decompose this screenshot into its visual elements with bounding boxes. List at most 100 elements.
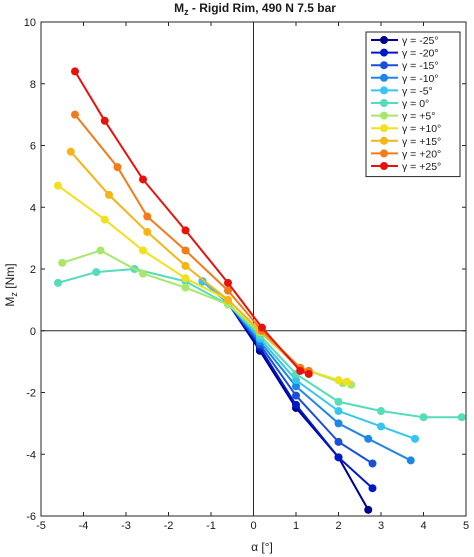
data-point <box>224 286 232 295</box>
data-point <box>181 283 190 292</box>
legend-marker <box>380 36 388 44</box>
y-tick-label: 8 <box>30 79 36 91</box>
series-line <box>74 70 310 375</box>
x-tick-label: -3 <box>121 520 131 532</box>
data-point <box>292 391 300 400</box>
data-point <box>334 407 343 416</box>
legend-marker <box>380 73 388 82</box>
data-point <box>143 212 152 221</box>
y-tick-label: 0 <box>30 326 36 338</box>
data-point <box>224 295 232 304</box>
series-line <box>74 113 310 372</box>
y-axis-label: Mz [Nm] <box>3 263 19 306</box>
x-tick-label: 5 <box>463 520 469 532</box>
data-point <box>368 484 377 493</box>
data-point <box>92 268 101 277</box>
data-point <box>457 413 466 422</box>
chart-title-subscript: z <box>184 7 189 17</box>
x-tick-label: 1 <box>293 520 299 532</box>
data-point <box>139 246 147 255</box>
data-point <box>292 400 300 409</box>
data-point <box>139 269 147 278</box>
legend-marker <box>380 48 388 57</box>
legend-marker <box>380 162 388 170</box>
y-tick-label: -6 <box>26 511 36 523</box>
data-point <box>292 382 300 391</box>
x-tick-label: 3 <box>378 520 384 532</box>
legend-label: γ = 0° <box>402 98 429 110</box>
legend-marker <box>380 86 388 95</box>
legend-label: γ = +15° <box>402 136 441 148</box>
data-point <box>334 437 343 446</box>
data-point <box>181 246 190 255</box>
legend-marker <box>380 124 388 133</box>
x-tick-label: 0 <box>250 520 256 532</box>
series <box>71 67 313 378</box>
data-point <box>296 366 305 375</box>
data-point <box>334 376 343 385</box>
data-point <box>54 278 62 287</box>
data-point <box>198 277 207 286</box>
legend-label: γ = -15° <box>402 60 439 72</box>
legend-marker <box>380 136 388 145</box>
x-tick-label: -1 <box>206 520 216 532</box>
data-point <box>377 407 385 416</box>
legend-label: γ = +5° <box>402 111 435 123</box>
chart-title-rest: - Rigid Rim, 490 N 7.5 bar <box>189 1 337 15</box>
data-point <box>334 453 343 462</box>
data-point <box>181 274 190 283</box>
data-point <box>343 377 351 386</box>
data-point <box>304 369 313 378</box>
legend-label: γ = -10° <box>402 73 439 85</box>
legend-label: γ = -5° <box>402 85 433 97</box>
data-point <box>139 175 147 184</box>
series-group <box>54 67 466 514</box>
data-point <box>143 227 152 236</box>
data-point <box>113 163 122 172</box>
data-point <box>334 397 343 406</box>
data-point <box>105 190 113 199</box>
y-tick-label: 10 <box>24 17 36 29</box>
x-tick-label: 4 <box>420 520 426 532</box>
data-point <box>181 226 190 235</box>
legend-label: γ = -20° <box>402 48 439 60</box>
y-tick-label: -4 <box>26 449 36 461</box>
x-tick-label: -5 <box>36 520 46 532</box>
data-point <box>58 258 67 267</box>
y-axis-label-main: M <box>3 297 17 307</box>
y-axis-label-rest: [Nm] <box>3 263 17 292</box>
legend-marker <box>380 111 388 120</box>
legend-marker <box>380 99 388 107</box>
data-point <box>364 505 373 514</box>
legend-marker <box>380 61 388 70</box>
legend-label: γ = +10° <box>402 123 441 135</box>
data-point <box>419 413 428 422</box>
data-point <box>258 323 266 332</box>
chart-title: Mz - Rigid Rim, 490 N 7.5 bar <box>174 1 336 17</box>
data-point <box>71 67 79 76</box>
data-point <box>100 116 109 125</box>
data-point <box>368 459 377 468</box>
data-point <box>334 419 343 428</box>
data-point <box>406 456 415 465</box>
x-tick-label: -2 <box>164 520 174 532</box>
data-point <box>292 376 300 385</box>
x-tick-label: 2 <box>335 520 341 532</box>
y-tick-label: 4 <box>30 202 36 214</box>
y-tick-label: -2 <box>26 388 36 400</box>
legend-marker <box>380 149 388 158</box>
data-point <box>66 147 75 156</box>
data-point <box>411 434 419 443</box>
data-point <box>181 261 190 270</box>
data-point <box>54 181 62 190</box>
legend-label: γ = +20° <box>402 148 441 160</box>
legend: γ = -25°γ = -20°γ = -15°γ = -10°γ = -5°γ… <box>365 31 461 178</box>
legend-label: γ = -25° <box>402 35 439 47</box>
data-point <box>96 246 105 255</box>
x-tick-label: -4 <box>79 520 89 532</box>
data-point <box>377 422 385 431</box>
data-point <box>100 215 109 224</box>
data-point <box>364 434 373 443</box>
data-point <box>71 110 79 119</box>
